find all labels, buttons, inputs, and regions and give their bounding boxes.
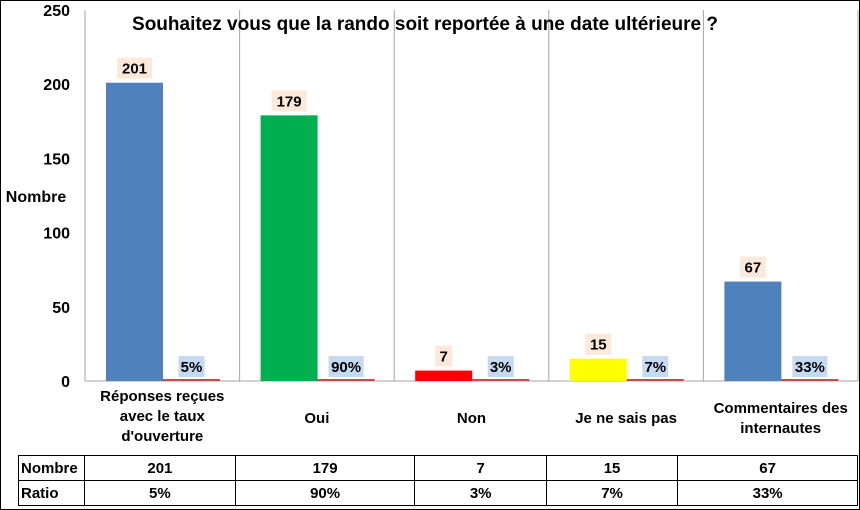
bar-ratio xyxy=(472,379,530,381)
data-label-background xyxy=(271,90,307,112)
data-labels: 201 5% 179 90% 7 3% 15 7% 67 33% xyxy=(117,57,828,377)
data-label-background xyxy=(739,256,766,278)
data-label-background xyxy=(792,356,828,377)
bar-nombre xyxy=(260,115,318,381)
data-label: 67 xyxy=(739,256,766,278)
y-tick-label: 0 xyxy=(61,374,70,391)
bars xyxy=(106,82,839,381)
table-cell: 33% xyxy=(677,480,858,506)
category-label: Non xyxy=(457,410,486,427)
bar-ratio xyxy=(317,379,375,381)
data-label-text: 3% xyxy=(490,359,512,376)
category-label-line: Réponses reçues xyxy=(100,388,224,405)
category-label: Réponses reçues avec le taux d'ouverture xyxy=(100,388,224,445)
chart-title: Souhaitez vous que la rando soit reporté… xyxy=(132,14,718,35)
category-label-line: Je ne sais pas xyxy=(575,410,677,427)
y-tick-label: 150 xyxy=(43,151,70,168)
data-label-background xyxy=(642,356,669,377)
data-label-background xyxy=(178,356,205,377)
data-label: 5% xyxy=(178,356,205,377)
table-cell: 5% xyxy=(84,480,236,506)
table-row-header: Ratio xyxy=(18,480,85,506)
data-label: 201 xyxy=(117,57,152,79)
table-cell: 179 xyxy=(234,455,416,481)
data-label-background xyxy=(328,356,364,377)
data-label-background xyxy=(487,356,514,377)
y-axis-label: Nombre xyxy=(6,189,67,206)
data-label-text: 33% xyxy=(795,359,825,376)
bar-nombre xyxy=(106,82,163,381)
data-label: 15 xyxy=(585,333,612,355)
category-labels: Réponses reçues avec le taux d'ouverture Ou… xyxy=(100,388,848,445)
category-label-line: Non xyxy=(457,410,486,427)
category-label-line: Commentaires des xyxy=(714,400,848,417)
data-label-text: 15 xyxy=(590,337,607,354)
data-label: 7 xyxy=(435,345,453,367)
table-row-header: Nombre xyxy=(18,455,85,481)
data-label-background xyxy=(117,57,152,79)
category-label: Commentaires des internautes xyxy=(714,400,848,437)
bar-ratio xyxy=(626,379,684,381)
table-cell: 67 xyxy=(677,455,858,481)
data-label-text: 201 xyxy=(122,61,147,78)
category-label-line: Oui xyxy=(304,410,329,427)
data-table: Nombre 201 179 7 15 67 Ratio 5% 90% 3% 7% 33% xyxy=(18,455,858,506)
table-cell: 15 xyxy=(545,455,679,481)
y-tick-label: 200 xyxy=(43,77,70,94)
table-cell: 90% xyxy=(234,480,416,506)
table-cell: 7% xyxy=(545,480,679,506)
data-label: 7% xyxy=(642,356,669,377)
category-label: Oui xyxy=(304,410,329,427)
bar-nombre xyxy=(569,358,627,381)
bar-ratio xyxy=(163,379,220,381)
table-cell: 201 xyxy=(84,455,236,481)
table-cell: 3% xyxy=(414,480,547,506)
data-label: 179 xyxy=(271,90,307,112)
table-cell: 7 xyxy=(414,455,547,481)
data-label-text: 7 xyxy=(440,349,448,366)
category-label-line: avec le taux xyxy=(120,408,206,425)
y-tick-label: 250 xyxy=(43,3,70,20)
category-label: Je ne sais pas xyxy=(575,410,677,427)
bar-ratio xyxy=(781,379,839,381)
data-label: 90% xyxy=(328,356,364,377)
bar-nombre xyxy=(724,281,782,381)
data-label-text: 67 xyxy=(745,260,762,277)
data-label: 33% xyxy=(792,356,828,377)
data-label-background xyxy=(585,333,612,355)
bar-nombre xyxy=(415,370,473,381)
y-tick-label: 50 xyxy=(52,300,70,317)
category-label-line: internautes xyxy=(740,420,821,437)
data-label-text: 7% xyxy=(644,359,666,376)
y-axis: 0 50 100 150 200 250 xyxy=(43,3,70,391)
data-label-text: 90% xyxy=(331,359,361,376)
data-label-background xyxy=(435,345,453,367)
data-label-text: 5% xyxy=(181,359,203,376)
y-tick-label: 100 xyxy=(43,226,70,243)
category-label-line: d'ouverture xyxy=(121,428,203,445)
table-row: Ratio 5% 90% 3% 7% 33% xyxy=(18,480,858,506)
table-row: Nombre 201 179 7 15 67 xyxy=(18,455,858,481)
data-label-text: 179 xyxy=(277,93,302,110)
bar-chart: 0 50 100 150 200 250 Souhaitez vous que la ra… xyxy=(6,3,859,445)
data-label: 3% xyxy=(487,356,514,377)
